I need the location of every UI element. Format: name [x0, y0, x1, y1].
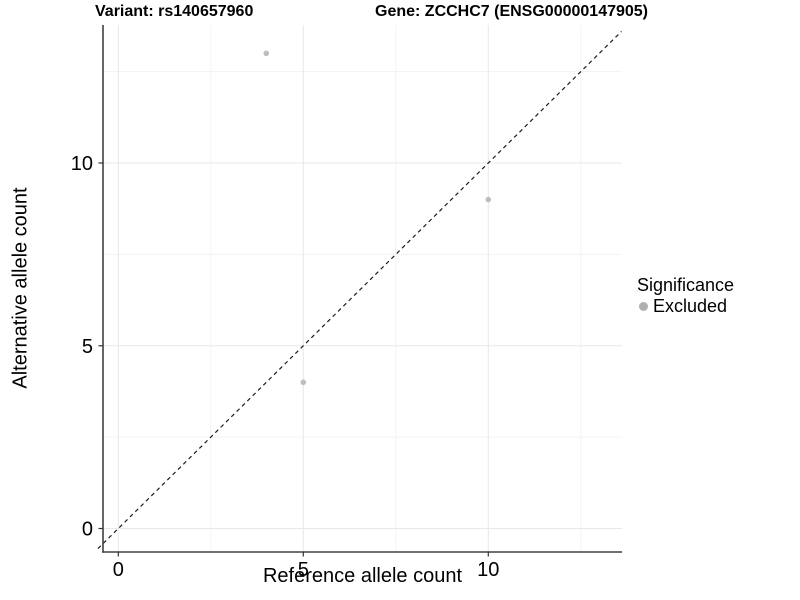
excluded-point-icon: [639, 301, 648, 311]
identity-line: [97, 30, 622, 550]
gene-title: Gene: ZCCHC7 (ENSG00000147905): [375, 3, 649, 20]
variant-title: Variant: rs140657960: [95, 3, 254, 20]
legend-item-label: Excluded: [653, 296, 728, 316]
x-axis-title: Reference allele count: [262, 565, 462, 587]
data-point: [485, 196, 492, 203]
y-tick-label: 0: [82, 519, 93, 541]
y-tick-label: 10: [71, 153, 93, 175]
data-point: [300, 379, 307, 386]
legend: Significance Excluded: [637, 275, 734, 315]
x-tick-label: 5: [298, 559, 309, 581]
x-tick-label: 0: [113, 559, 124, 581]
x-tick-label: 10: [477, 559, 499, 581]
legend-item-excluded: Excluded: [637, 297, 734, 315]
legend-title: Significance: [637, 275, 735, 295]
data-point: [263, 50, 270, 57]
y-tick-label: 5: [82, 336, 93, 358]
y-axis-title: Alternative allele count: [9, 187, 32, 389]
